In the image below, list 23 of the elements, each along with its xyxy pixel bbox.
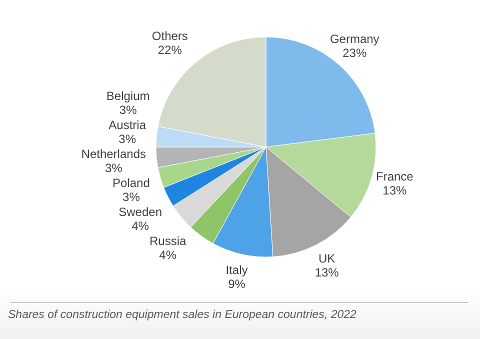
slice-label: Poland — [112, 176, 150, 190]
slice-label: France — [376, 170, 414, 184]
data-label: 3% — [119, 103, 138, 118]
data-label: 9% — [228, 277, 246, 292]
slice-label: Netherlands — [81, 147, 146, 162]
slice-label: Sweden — [118, 205, 162, 220]
slice-label: UK — [318, 252, 336, 266]
slice-label: Italy — [226, 263, 248, 278]
slice-label: Belgium — [106, 89, 150, 104]
data-label: 13% — [314, 266, 340, 280]
data-label: 23% — [342, 46, 367, 60]
data-label: 22% — [158, 43, 182, 58]
data-label: 13% — [382, 184, 408, 198]
slice-label: Austria — [108, 118, 146, 132]
data-label: 4% — [159, 248, 177, 262]
slice-label: Russia — [149, 234, 186, 248]
text: Shares of construction equipment sales in European countries, 2022 — [8, 309, 356, 321]
data-label: 3% — [118, 132, 136, 146]
slice-label: Germany — [330, 32, 380, 46]
data-label: 3% — [104, 161, 123, 176]
data-label: 4% — [132, 219, 150, 234]
data-label: 3% — [122, 190, 140, 204]
slice-label: Others — [152, 29, 188, 44]
